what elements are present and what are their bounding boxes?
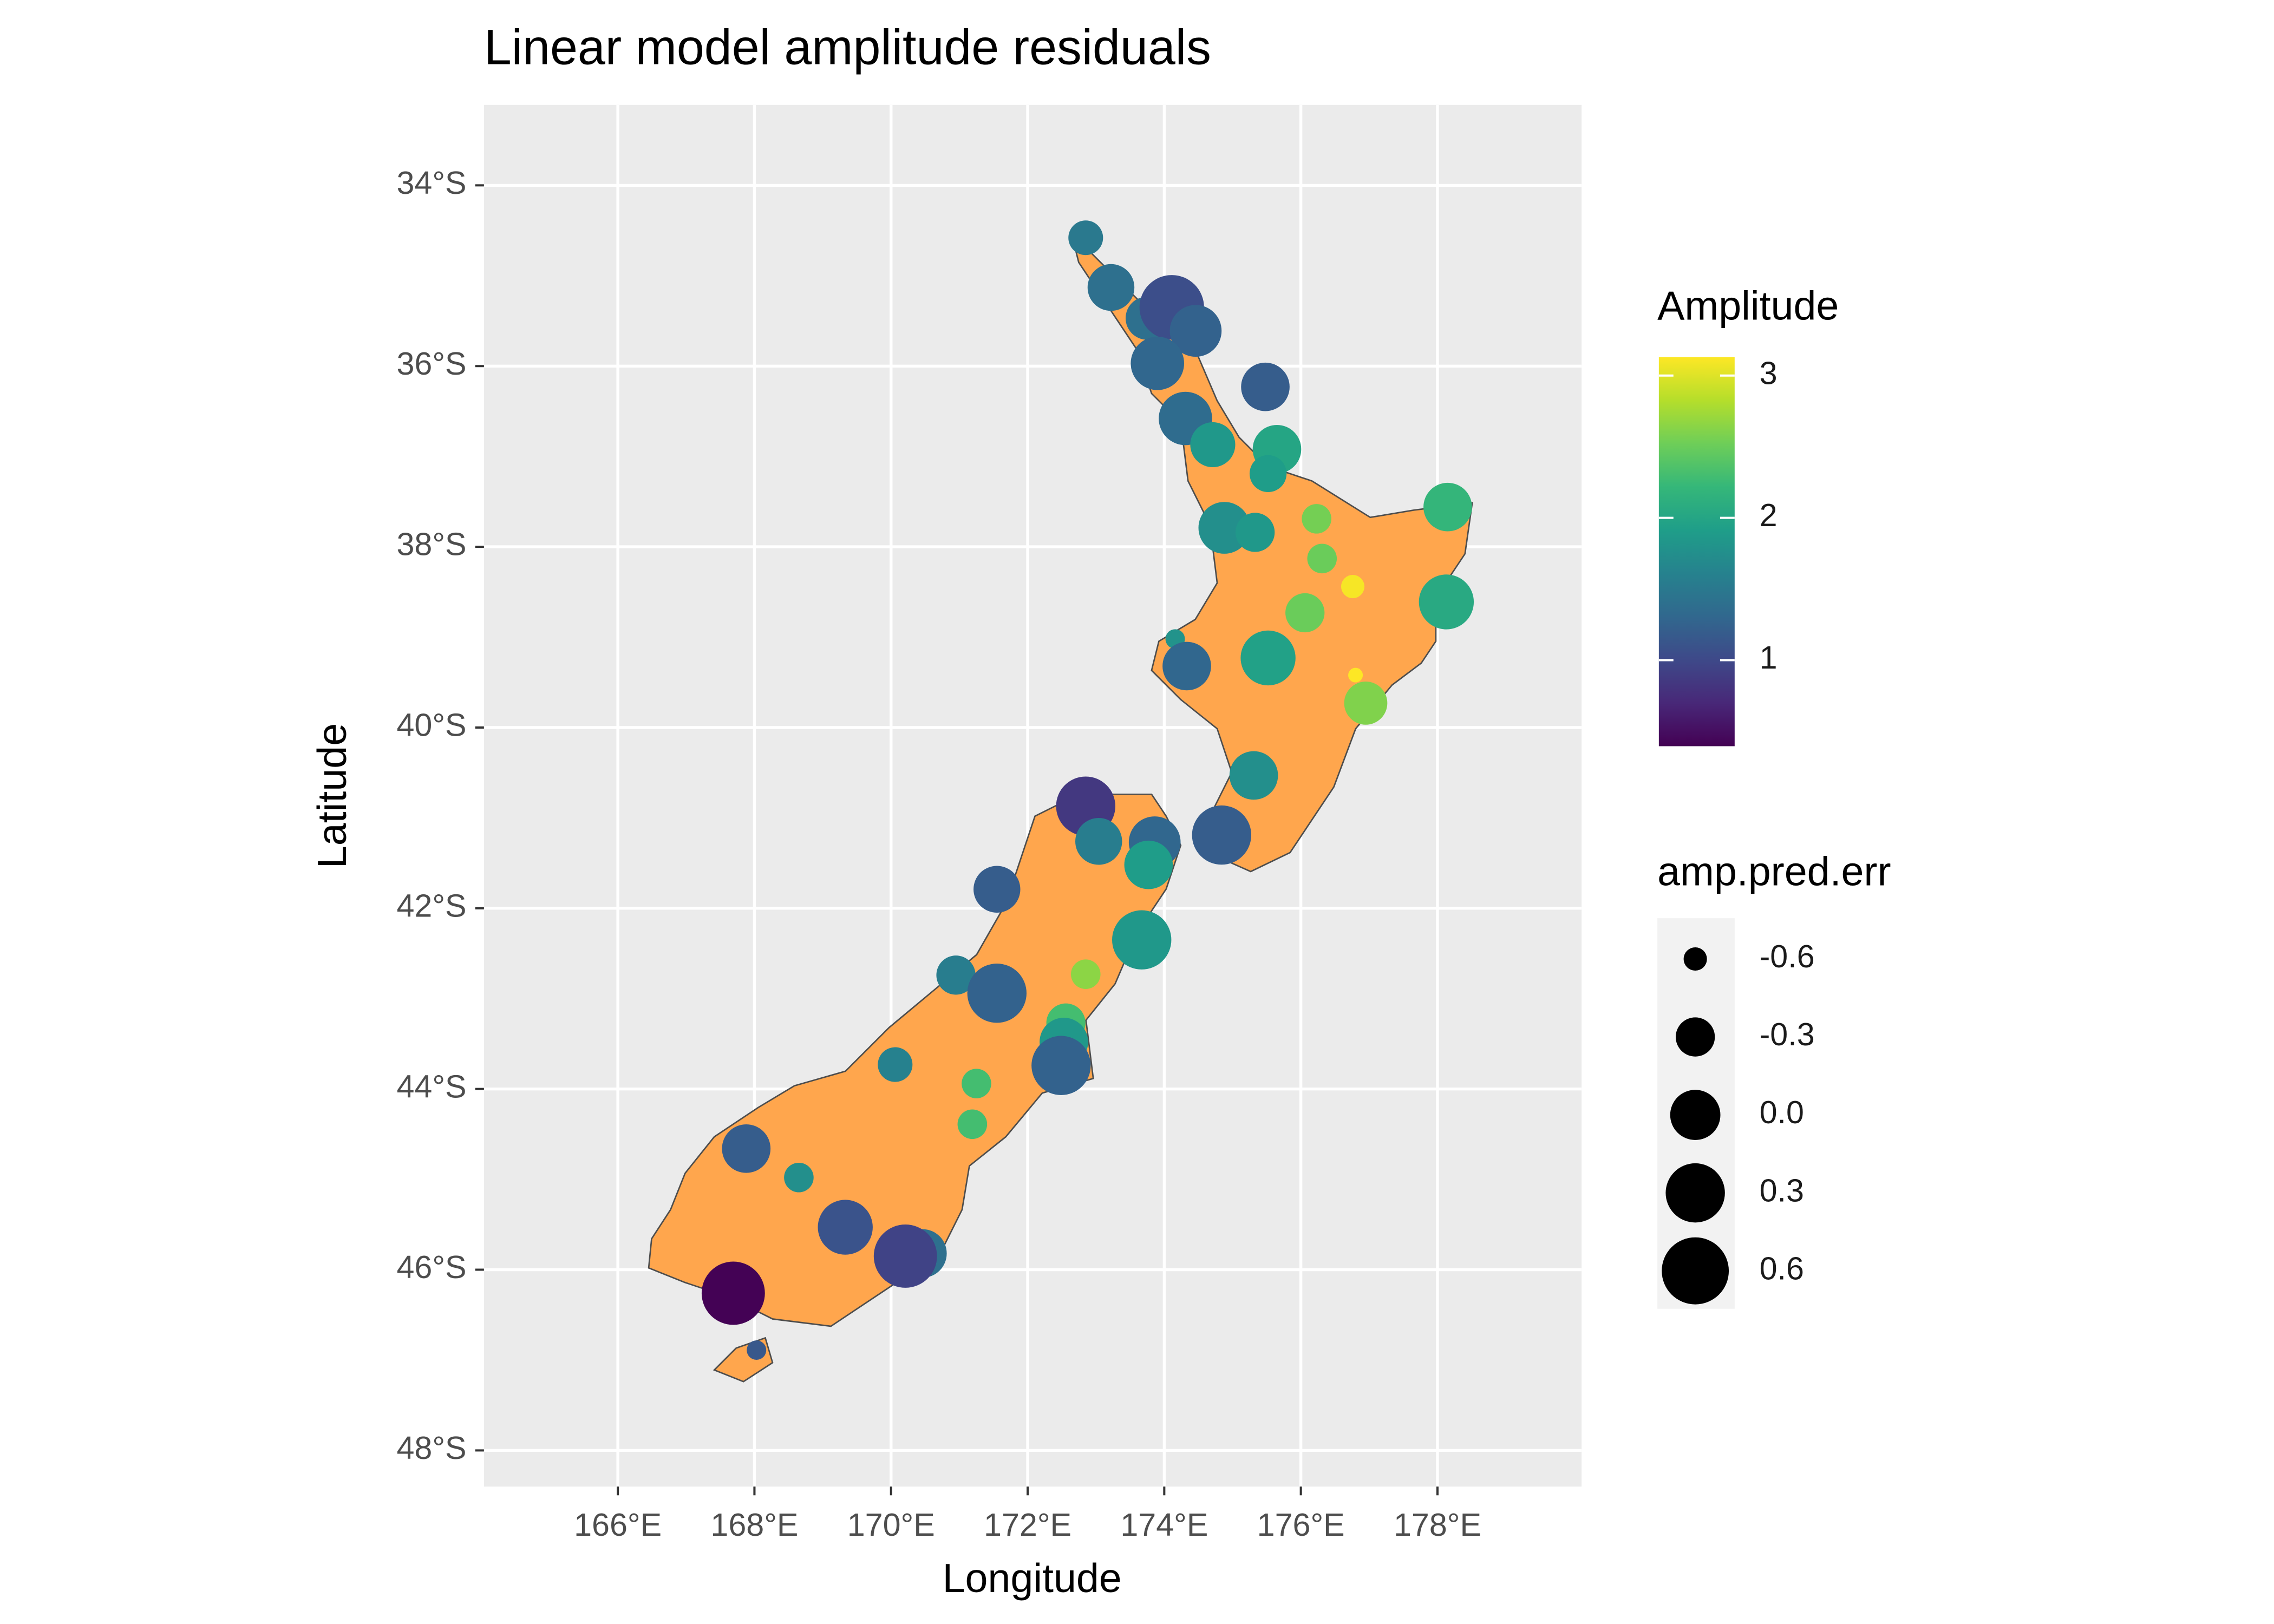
point — [1131, 336, 1185, 390]
size-key-label: -0.6 — [1760, 938, 1815, 974]
y-tick-label: 44°S — [396, 1068, 466, 1104]
point — [1285, 593, 1325, 633]
point — [1229, 751, 1278, 800]
point — [1344, 682, 1388, 725]
size-key-label: -0.3 — [1760, 1016, 1815, 1052]
point — [1192, 805, 1252, 865]
land — [648, 231, 1473, 1383]
color-bar — [1658, 357, 1735, 746]
point — [1190, 422, 1236, 468]
point — [967, 964, 1027, 1023]
point — [1419, 574, 1474, 630]
point — [818, 1200, 873, 1255]
color-bar-label: 2 — [1760, 497, 1778, 533]
point — [701, 1261, 765, 1325]
point — [1241, 362, 1290, 411]
point — [873, 1224, 937, 1288]
point — [878, 1047, 913, 1082]
point — [1075, 818, 1122, 865]
point — [747, 1340, 767, 1360]
y-tick-label: 42°S — [396, 887, 466, 924]
color-bar-label: 1 — [1760, 639, 1778, 676]
point — [1302, 504, 1331, 534]
size-key — [1683, 947, 1707, 971]
size-key — [1670, 1090, 1721, 1140]
point — [1162, 641, 1211, 691]
point — [973, 866, 1021, 913]
point — [1249, 455, 1287, 493]
south-island — [648, 793, 1182, 1327]
y-tick-label: 34°S — [396, 165, 466, 201]
point — [1169, 305, 1222, 357]
y-tick-label: 36°S — [396, 345, 466, 382]
y-axis-title: Latitude — [309, 723, 355, 868]
point — [1348, 667, 1363, 683]
point — [1087, 264, 1135, 311]
point — [1068, 220, 1103, 256]
y-tick-label: 46°S — [396, 1249, 466, 1285]
color-legend-title: Amplitude — [1657, 283, 1839, 329]
point — [1070, 959, 1101, 989]
x-tick-label: 170°E — [847, 1507, 935, 1543]
point — [1423, 482, 1472, 532]
x-tick-label: 176°E — [1257, 1507, 1345, 1543]
x-axis-title: Longitude — [943, 1555, 1122, 1601]
y-tick-label: 38°S — [396, 526, 466, 562]
size-key — [1675, 1017, 1715, 1057]
point — [1112, 910, 1172, 970]
point — [1235, 513, 1275, 552]
point — [722, 1124, 771, 1173]
point — [957, 1109, 988, 1140]
x-tick-label: 168°E — [710, 1507, 798, 1543]
point — [1240, 630, 1296, 686]
chart-title: Linear model amplitude residuals — [484, 19, 1211, 75]
point — [1307, 543, 1337, 574]
color-bar-label: 3 — [1760, 355, 1778, 391]
x-tick-label: 174°E — [1120, 1507, 1208, 1543]
x-tick-label: 166°E — [574, 1507, 662, 1543]
point — [962, 1069, 991, 1098]
point — [936, 955, 976, 995]
x-tick-label: 178°E — [1394, 1507, 1481, 1543]
point — [1031, 1036, 1091, 1095]
size-key-label: 0.3 — [1760, 1172, 1804, 1208]
point — [1198, 502, 1251, 554]
point — [1124, 840, 1173, 889]
panel — [483, 104, 1582, 1487]
point — [784, 1162, 814, 1193]
size-legend-title: amp.pred.err — [1657, 848, 1891, 894]
x-tick-label: 172°E — [984, 1507, 1071, 1543]
size-key — [1665, 1163, 1725, 1223]
points — [701, 220, 1474, 1360]
size-key-label: 0.6 — [1760, 1250, 1804, 1286]
point — [1341, 575, 1365, 599]
y-tick-label: 40°S — [396, 707, 466, 743]
y-tick-label: 48°S — [396, 1430, 466, 1466]
size-key — [1662, 1237, 1729, 1305]
size-key-label: 0.0 — [1760, 1094, 1804, 1130]
